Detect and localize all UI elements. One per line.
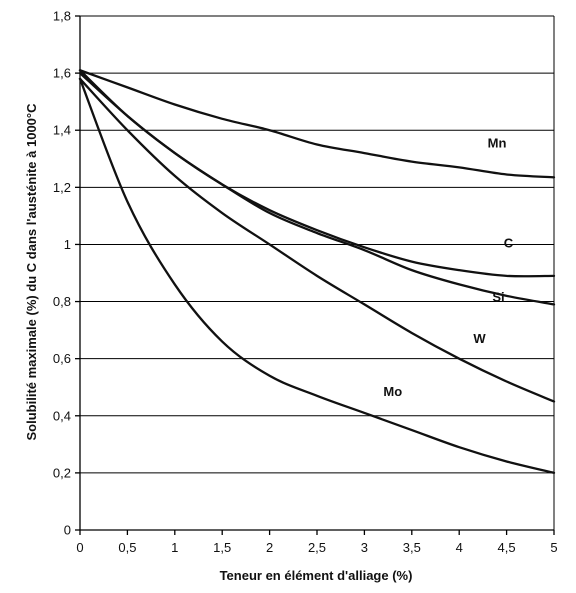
y-axis-title: Solubilité maximale (%) du C dans l'aust… — [24, 103, 39, 441]
series-line-w — [78, 77, 556, 403]
y-tick-labels: 0 0,2 0,4 0,6 0,8 1 1,2 1,4 1,6 1,8 — [53, 9, 71, 538]
x-tick-label: 4 — [456, 540, 463, 555]
y-tick-label: 0,8 — [53, 294, 71, 309]
x-tick-labels: 0 0,5 1 1,5 2 2,5 3 3,5 4 4,5 5 — [76, 540, 557, 555]
x-tick-label: 0,5 — [118, 540, 136, 555]
series-line-mo — [78, 77, 556, 475]
x-axis-title: Teneur en élément d'alliage (%) — [220, 568, 413, 583]
x-tick-label: 2 — [266, 540, 273, 555]
series-label-mn: Mn — [488, 135, 507, 150]
axes — [75, 15, 555, 535]
x-tick-label: 2,5 — [308, 540, 326, 555]
series-line-mn — [78, 69, 556, 179]
x-tick-label: 4,5 — [498, 540, 516, 555]
x-tick-label: 1 — [171, 540, 178, 555]
y-tick-label: 1,4 — [53, 123, 71, 138]
series-label-w: W — [473, 331, 486, 346]
y-tick-label: 0,6 — [53, 351, 71, 366]
y-tick-label: 1,2 — [53, 180, 71, 195]
y-tick-label: 0,4 — [53, 408, 71, 423]
x-tick-label: 3,5 — [403, 540, 421, 555]
series-label-mo: Mo — [383, 384, 402, 399]
series-lines — [78, 69, 556, 475]
x-tick-label: 5 — [550, 540, 557, 555]
y-tick-label: 1,6 — [53, 66, 71, 81]
series-labels: Mn C Si W Mo — [383, 135, 513, 398]
y-tick-label: 0,2 — [53, 465, 71, 480]
horizontal-gridlines — [80, 15, 555, 530]
series-label-c: C — [504, 235, 514, 250]
y-tick-label: 0 — [64, 523, 71, 538]
y-tick-label: 1 — [64, 237, 71, 252]
x-tick-label: 3 — [361, 540, 368, 555]
x-tick-label: 1,5 — [213, 540, 231, 555]
series-label-si: Si — [492, 290, 504, 305]
x-tick-label: 0 — [76, 540, 83, 555]
y-tick-label: 1,8 — [53, 9, 71, 24]
series-line-si — [78, 71, 556, 306]
